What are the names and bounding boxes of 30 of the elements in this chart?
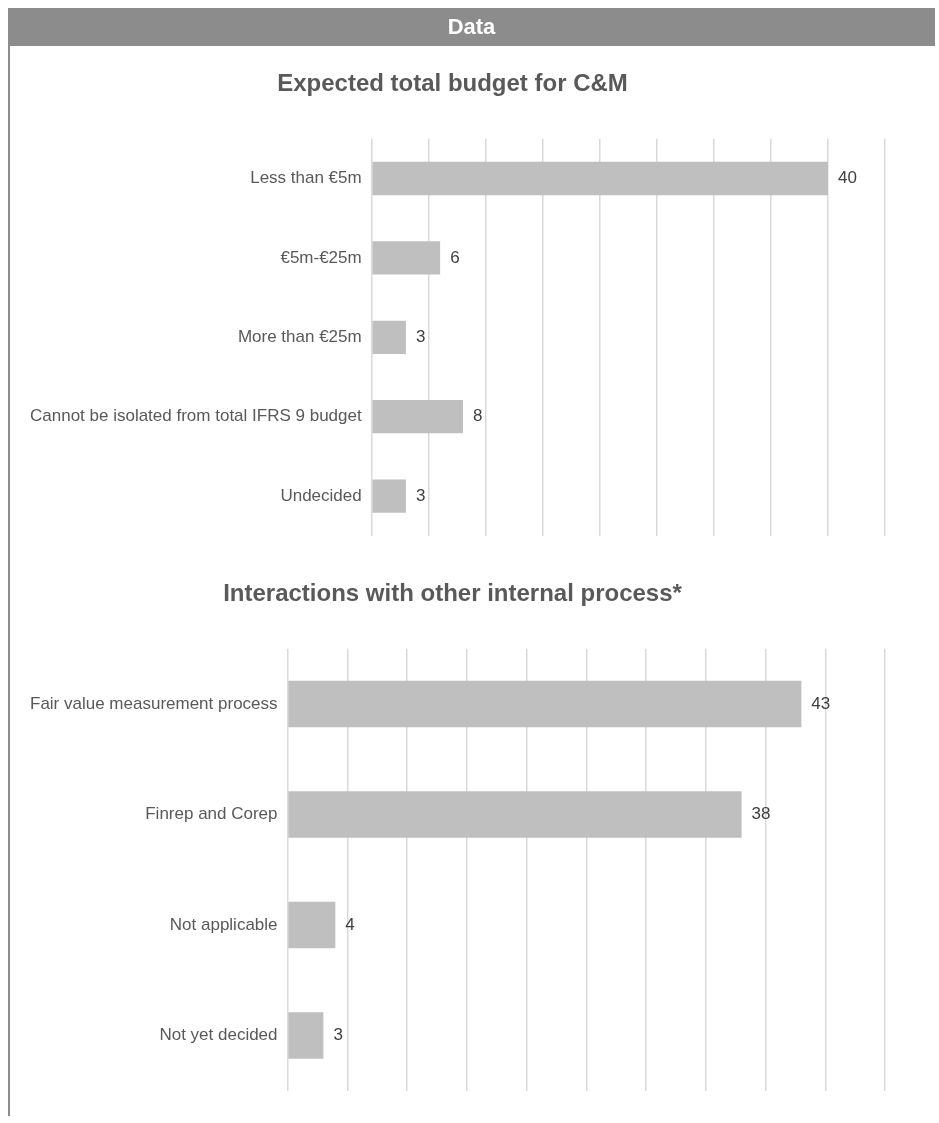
bar xyxy=(288,791,742,838)
bar xyxy=(372,241,441,275)
y-tick-label: Finrep and Corep xyxy=(145,804,278,824)
y-tick-label: Fair value measurement process xyxy=(30,693,278,713)
chart-title: Interactions with other internal process* xyxy=(223,579,683,607)
bar xyxy=(372,400,463,434)
bar xyxy=(288,1012,324,1059)
data-label: 40 xyxy=(837,168,857,188)
chart-title: Expected total budget for C&M xyxy=(277,69,628,97)
bar xyxy=(372,320,406,354)
y-tick-label: More than €25m xyxy=(237,326,362,346)
data-label: 4 xyxy=(345,914,355,934)
bar xyxy=(288,680,802,728)
y-tick-label: Undecided xyxy=(280,485,362,505)
y-tick-label: Not applicable xyxy=(169,914,278,934)
data-label: 8 xyxy=(472,406,483,426)
y-tick-label: Cannot be isolated from total IFRS 9 budget xyxy=(29,406,362,426)
text: Data xyxy=(8,8,935,46)
bar xyxy=(372,161,828,196)
data-label: 38 xyxy=(751,804,771,824)
y-tick-label: Not yet decided xyxy=(159,1025,278,1045)
data-label: 3 xyxy=(415,485,426,505)
data-label: 3 xyxy=(415,326,426,346)
y-tick-label: €5m-€25m xyxy=(280,247,362,267)
data-label: 3 xyxy=(333,1025,343,1045)
y-tick-label: Less than €5m xyxy=(250,168,362,188)
data-label: 43 xyxy=(811,693,831,713)
data-label: 6 xyxy=(450,247,460,267)
bar xyxy=(372,479,406,513)
bar xyxy=(288,901,336,949)
